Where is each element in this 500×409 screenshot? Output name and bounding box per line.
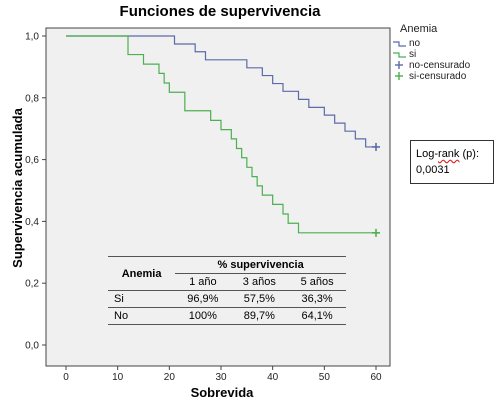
y-tick-label: 0,0	[25, 341, 39, 352]
logrank-label-suffix: (p):	[459, 148, 479, 160]
legend-label: si-censurado	[409, 71, 467, 82]
chart-title: Funciones de supervivencia	[120, 3, 322, 20]
table-cell: 57,5%	[230, 290, 289, 308]
table-group-header: % supervivencia	[175, 256, 346, 274]
table-corner-header: Anemia	[108, 256, 176, 291]
legend-label: si	[409, 49, 416, 60]
table-col-header: 1 año	[189, 276, 217, 288]
y-tick-label: 0,2	[25, 279, 39, 290]
table-cell: 89,7%	[230, 307, 289, 325]
y-tick-label: 0,6	[25, 155, 39, 166]
x-tick-label: 30	[215, 372, 227, 383]
series-line-si	[66, 35, 376, 234]
legend-label: no-censurado	[409, 60, 471, 71]
series-layer	[66, 35, 380, 237]
y-axis: 0,0 0,2 0,4 0,6 0,8 1,0	[25, 32, 46, 352]
logrank-label-rank: rank	[438, 148, 460, 160]
logrank-value: 0,0031	[416, 164, 450, 176]
y-axis-label: Supervivencia acumulada	[10, 107, 25, 267]
x-tick-label: 0	[63, 372, 69, 383]
x-tick-label: 50	[319, 372, 331, 383]
x-tick-label: 60	[370, 372, 382, 383]
table-row-label: No	[108, 307, 176, 325]
x-axis-label: Sobrevida	[191, 385, 255, 400]
x-axis: 0 10 20 30 40 50 60	[63, 366, 382, 383]
table-cell: 100%	[175, 307, 231, 325]
table-col-header: 3 años	[242, 276, 276, 288]
survival-table: Anemia % supervivencia 1 año 3 años 5 añ…	[108, 256, 346, 325]
x-tick-label: 40	[267, 372, 279, 383]
y-tick-label: 1,0	[25, 32, 39, 43]
series-line-no	[66, 35, 376, 148]
censor-mark-si	[372, 228, 380, 237]
logrank-label: Log-rank (p):	[416, 146, 493, 162]
legend-label: no	[409, 38, 421, 49]
x-tick-label: 10	[112, 372, 124, 383]
legend-swatch	[393, 52, 406, 58]
y-tick-label: 0,8	[25, 93, 39, 104]
logrank-box: Log-rank (p): 0,0031	[410, 140, 494, 184]
legend-swatch	[395, 61, 403, 69]
censor-mark-no	[372, 142, 380, 151]
legend-swatch	[395, 72, 403, 80]
logrank-label-prefix: Log-	[416, 148, 439, 160]
x-tick-label: 20	[164, 372, 176, 383]
table-row: Si 96,9% 57,5% 36,3%	[108, 290, 346, 308]
legend-title: Anemia	[400, 23, 438, 35]
table-cell: 64,1%	[288, 307, 346, 325]
legend-swatch	[393, 41, 406, 47]
y-tick-label: 0,4	[25, 217, 39, 228]
table-cell: 96,9%	[175, 290, 231, 308]
table-col-header: 5 años	[300, 276, 334, 288]
table-cell: 36,3%	[288, 290, 346, 308]
table-row-label: Si	[108, 290, 176, 308]
table-row: No 100% 89,7% 64,1%	[108, 307, 346, 325]
